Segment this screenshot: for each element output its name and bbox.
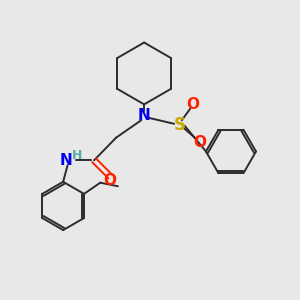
Text: O: O: [104, 173, 117, 188]
Text: S: S: [173, 116, 185, 134]
Text: N: N: [138, 108, 151, 123]
Text: O: O: [194, 135, 207, 150]
Text: H: H: [72, 148, 82, 161]
Text: O: O: [186, 97, 199, 112]
Text: N: N: [60, 153, 73, 168]
